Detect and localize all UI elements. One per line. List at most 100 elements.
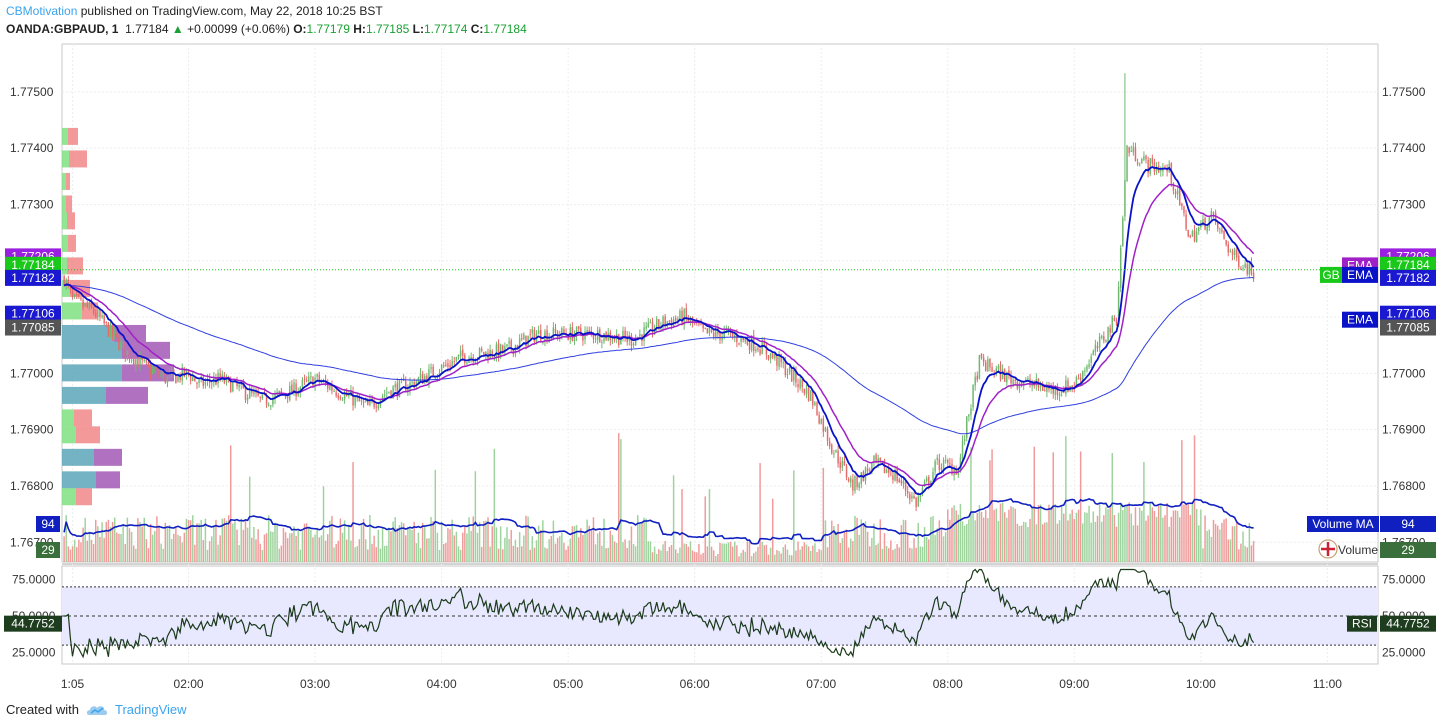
candle-body xyxy=(364,400,367,402)
volume-bar xyxy=(227,515,230,562)
volume-bar xyxy=(369,515,371,562)
rsi-line xyxy=(64,568,1255,659)
candle-body xyxy=(485,351,487,355)
candle-body xyxy=(820,419,822,424)
volume-bar xyxy=(966,524,968,562)
volume-bar xyxy=(837,523,839,562)
candle-body xyxy=(369,399,371,405)
up-arrow-icon: ▲ xyxy=(171,22,184,36)
volume-profile-up-bar xyxy=(62,409,74,427)
ema-tag-bg xyxy=(1342,311,1378,328)
volume-ma-legend: Volume MA xyxy=(1312,517,1373,531)
volume-bar xyxy=(400,522,403,562)
time-axis-label: 09:00 xyxy=(1059,677,1089,691)
price-tag-left: 1.77184 xyxy=(11,258,55,272)
volume-profile-down-bar xyxy=(69,150,87,168)
candle-body xyxy=(312,377,314,388)
candle-body xyxy=(1020,382,1023,386)
ema-tag: EMA xyxy=(1347,268,1373,282)
volume-bar xyxy=(828,535,831,562)
volume-tag-right-bg xyxy=(1380,542,1436,558)
candle-body xyxy=(586,330,588,332)
volume-bar xyxy=(715,555,717,562)
candle-body xyxy=(833,453,835,455)
volume-bar xyxy=(196,523,198,562)
candle-body xyxy=(1096,346,1099,349)
candle-body xyxy=(202,377,205,386)
volume-bar xyxy=(567,546,569,562)
volume-bar xyxy=(472,516,474,562)
volume-bar xyxy=(244,518,247,562)
volume-bar xyxy=(592,517,595,562)
volume-bar xyxy=(436,532,439,562)
candle-body xyxy=(261,394,264,399)
candle-body xyxy=(88,302,91,309)
candle-body xyxy=(1098,336,1101,348)
volume-bar xyxy=(788,554,791,562)
candle-body xyxy=(923,481,926,487)
volume-bar xyxy=(1075,512,1078,562)
candle-body xyxy=(105,321,108,323)
candle-body xyxy=(721,335,723,341)
volume-bar xyxy=(383,545,386,562)
candle-body xyxy=(78,294,80,298)
candle-body xyxy=(790,367,793,382)
candle-body xyxy=(122,342,124,344)
volume-bar xyxy=(626,547,628,562)
candle-body xyxy=(674,317,677,321)
volume-bar xyxy=(1033,446,1035,562)
candle-body xyxy=(784,361,787,376)
volume-bar xyxy=(696,552,698,562)
volume-bar xyxy=(521,546,523,562)
volume-bar xyxy=(1174,510,1177,562)
candle-body xyxy=(160,374,162,376)
volume-bar xyxy=(426,538,428,562)
candle-body xyxy=(175,375,177,384)
candle-body xyxy=(845,465,848,478)
rsi-value-tag-right-bg xyxy=(1380,615,1436,632)
candle-body xyxy=(430,367,432,369)
tradingview-link[interactable]: TradingView xyxy=(114,702,187,717)
candle-body xyxy=(196,382,198,384)
volume-bar xyxy=(270,531,272,562)
ohlc-line: OANDA:GBPAUD, 1 1.77184 ▲ +0.00099 (+0.0… xyxy=(6,22,527,36)
candle-body xyxy=(1141,159,1143,164)
candle-body xyxy=(1183,206,1185,214)
volume-bar xyxy=(424,525,426,562)
time-axis-label: 05:00 xyxy=(553,677,583,691)
candle-body xyxy=(643,327,645,341)
volume-bar xyxy=(702,552,704,562)
chart-canvas[interactable]: 1.77500 1.77500 1.77400 1.77400 1.77300 1.773… xyxy=(0,0,1440,700)
volume-bar xyxy=(388,527,390,562)
volume-bar xyxy=(141,526,143,562)
volume-bar xyxy=(122,525,124,562)
volume-bar xyxy=(1090,522,1092,562)
candle-body xyxy=(677,318,679,322)
volume-bar xyxy=(1077,509,1080,562)
candle-body xyxy=(360,400,363,402)
volume-ma-tag-left: 94 xyxy=(41,517,55,531)
candle-body xyxy=(137,358,139,367)
volume-bar xyxy=(1014,508,1016,562)
volume-bar xyxy=(725,543,728,562)
volume-bar xyxy=(873,523,875,562)
candle-body xyxy=(801,379,803,388)
price-axis-label-right: 1.77500 xyxy=(1382,85,1426,99)
price-tag-right: 1.77106 xyxy=(1386,307,1430,321)
volume-bar xyxy=(405,535,407,562)
volume-bar xyxy=(301,531,304,562)
candle-body xyxy=(594,338,597,340)
candle-body xyxy=(164,372,167,383)
volume-bar xyxy=(736,545,738,562)
price-axis-label-left: 1.76800 xyxy=(10,479,54,493)
low-label: L: xyxy=(412,22,424,36)
candle-body xyxy=(1238,255,1240,267)
volume-bar xyxy=(386,545,388,562)
candle-body xyxy=(1191,231,1194,236)
candle-body xyxy=(246,397,249,401)
volume-bar xyxy=(679,547,681,562)
candle-body xyxy=(466,362,468,364)
volume-bar xyxy=(508,539,510,562)
author-link[interactable]: CBMotivation xyxy=(6,4,78,18)
volume-bar xyxy=(322,486,325,562)
